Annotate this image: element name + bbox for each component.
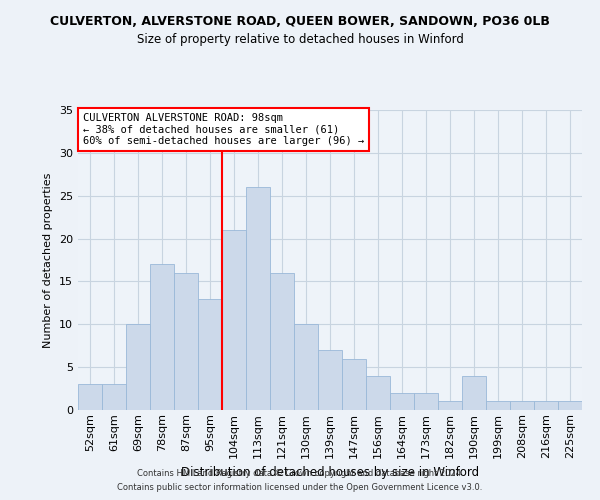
Bar [486,402,510,410]
Text: Contains HM Land Registry data © Crown copyright and database right 2024.: Contains HM Land Registry data © Crown c… [137,468,463,477]
Bar [510,402,534,410]
Text: Size of property relative to detached houses in Winford: Size of property relative to detached ho… [137,32,463,46]
Bar [78,384,102,410]
Text: CULVERTON, ALVERSTONE ROAD, QUEEN BOWER, SANDOWN, PO36 0LB: CULVERTON, ALVERSTONE ROAD, QUEEN BOWER,… [50,15,550,28]
X-axis label: Distribution of detached houses by size in Winford: Distribution of detached houses by size … [181,466,479,479]
Bar [222,230,246,410]
Bar [246,187,270,410]
Bar [174,273,198,410]
Bar [342,358,366,410]
Text: CULVERTON ALVERSTONE ROAD: 98sqm
← 38% of detached houses are smaller (61)
60% o: CULVERTON ALVERSTONE ROAD: 98sqm ← 38% o… [83,113,364,146]
Bar [534,402,558,410]
Bar [366,376,390,410]
Y-axis label: Number of detached properties: Number of detached properties [43,172,53,348]
Bar [198,298,222,410]
Bar [558,402,582,410]
Bar [126,324,150,410]
Bar [438,402,462,410]
Bar [390,393,414,410]
Bar [294,324,318,410]
Bar [318,350,342,410]
Bar [270,273,294,410]
Text: Contains public sector information licensed under the Open Government Licence v3: Contains public sector information licen… [118,484,482,492]
Bar [414,393,438,410]
Bar [150,264,174,410]
Bar [462,376,486,410]
Bar [102,384,126,410]
